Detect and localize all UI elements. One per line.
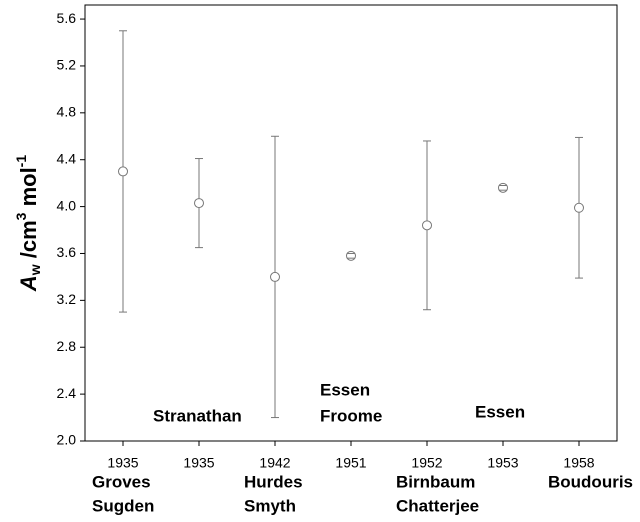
y-label-part: 3 <box>13 212 29 220</box>
marker <box>118 166 128 177</box>
y-tick-label: 2.4 <box>57 385 77 401</box>
x-tick-label: 1953 <box>487 455 518 471</box>
marker <box>498 182 508 193</box>
study-label: Essen <box>320 380 370 399</box>
x-tick-label: 1935 <box>107 455 138 471</box>
study-label: Hurdes <box>244 472 303 491</box>
y-label-part: mol <box>16 167 41 212</box>
study-label: Boudouris <box>548 472 633 491</box>
y-tick-label: 4.4 <box>57 150 77 166</box>
marker <box>346 250 356 261</box>
x-tick-label: 1952 <box>411 455 442 471</box>
study-label: Froome <box>320 406 382 425</box>
marker <box>194 198 204 209</box>
plot-frame <box>84 4 618 442</box>
x-tick-label: 1935 <box>183 455 214 471</box>
marker <box>422 220 432 231</box>
study-label: Essen <box>475 402 525 421</box>
y-label-part: /cm <box>16 220 41 264</box>
x-tick-label: 1942 <box>259 455 290 471</box>
y-label-part: -1 <box>13 155 29 168</box>
y-tick-label: 5.2 <box>57 57 77 73</box>
y-tick-label: 2.0 <box>57 432 77 448</box>
y-tick-label: 4.0 <box>57 197 77 213</box>
y-tick-label: 3.2 <box>57 291 77 307</box>
x-tick-label: 1951 <box>335 455 366 471</box>
x-tick-label: 1958 <box>563 455 594 471</box>
study-label: Sugden <box>92 496 154 515</box>
study-label: Groves <box>92 472 151 491</box>
y-label-part: A <box>16 275 41 292</box>
study-label: Chatterjee <box>396 496 479 515</box>
study-label: Smyth <box>244 496 296 515</box>
y-tick-label: 2.8 <box>57 338 77 354</box>
y-tick-label: 5.6 <box>57 10 77 26</box>
y-tick-label: 3.6 <box>57 244 77 260</box>
y-label-part: w <box>27 264 43 276</box>
y-tick-label: 4.8 <box>57 104 77 120</box>
study-label: Stranathan <box>153 406 242 425</box>
study-label: Birnbaum <box>396 472 475 491</box>
marker <box>270 271 280 282</box>
marker <box>574 202 584 213</box>
y-axis-label: Aw /cm3 mol-1 <box>13 155 43 293</box>
